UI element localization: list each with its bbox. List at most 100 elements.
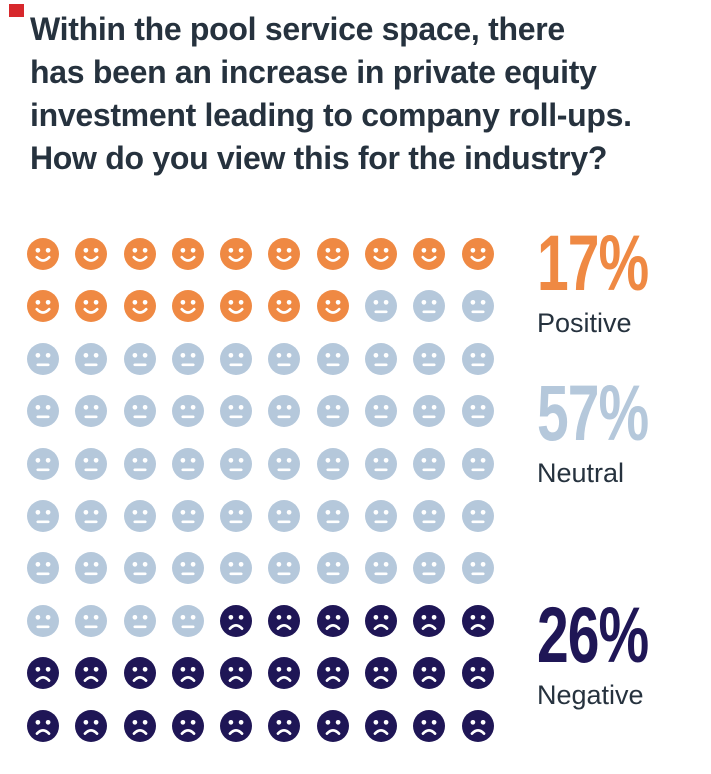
frown-face-icon (413, 657, 446, 690)
question-title-line: How do you view this for the industry? (30, 140, 608, 176)
neutral-face-icon (461, 447, 494, 480)
positive-percent-value: 17% (537, 218, 649, 308)
smile-face-icon (316, 238, 349, 270)
neutral-face-icon (75, 552, 108, 585)
neutral-face-icon (75, 499, 108, 532)
neutral-face-icon (123, 604, 156, 637)
stat-positive: 17% Positive (537, 218, 654, 338)
neutral-face-icon (123, 499, 156, 532)
question-title-line: has been an increase in private equity (30, 54, 597, 90)
smile-face-icon (316, 290, 349, 323)
frown-face-icon (220, 657, 253, 690)
neutral-face-icon (268, 499, 301, 532)
positive-label: Positive (537, 308, 632, 338)
frown-face-icon (413, 709, 446, 742)
smile-face-icon (220, 290, 253, 323)
neutral-face-icon (27, 447, 59, 480)
neutral-face-icon (316, 499, 349, 532)
smile-face-icon (220, 238, 253, 270)
neutral-face-icon (461, 342, 494, 375)
neutral-face-icon (171, 447, 204, 480)
smile-face-icon (75, 290, 108, 323)
neutral-face-icon (171, 395, 204, 428)
neutral-face-icon (220, 447, 253, 480)
neutral-face-icon (123, 552, 156, 585)
neutral-face-icon (365, 499, 398, 532)
neutral-face-icon (220, 552, 253, 585)
frown-face-icon (413, 604, 446, 637)
smile-face-icon (365, 238, 398, 270)
neutral-face-icon (220, 395, 253, 428)
neutral-face-icon (365, 342, 398, 375)
neutral-face-icon (316, 342, 349, 375)
neutral-label: Neutral (537, 458, 625, 488)
smile-face-icon (123, 290, 156, 323)
smile-face-icon (461, 238, 494, 270)
neutral-face-icon (413, 395, 446, 428)
frown-face-icon (268, 709, 301, 742)
frown-face-icon (75, 709, 108, 742)
frown-face-icon (123, 709, 156, 742)
frown-face-icon (171, 709, 204, 742)
neutral-face-icon (123, 447, 156, 480)
frown-face-icon (27, 657, 59, 690)
question-title-line: investment leading to company roll-ups. (30, 97, 632, 133)
neutral-face-icon (365, 395, 398, 428)
neutral-face-icon (268, 552, 301, 585)
smile-face-icon (123, 238, 156, 270)
smile-face-icon (268, 238, 301, 270)
neutral-face-icon (268, 395, 301, 428)
neutral-face-icon (268, 447, 301, 480)
question-title-line: Within the pool service space, there (30, 11, 565, 47)
neutral-face-icon (461, 499, 494, 532)
neutral-face-icon (75, 604, 108, 637)
neutral-face-icon (461, 552, 494, 585)
neutral-face-icon (171, 604, 204, 637)
frown-face-icon (365, 709, 398, 742)
question-title: Within the pool service space, there has… (30, 8, 700, 180)
neutral-face-icon (27, 604, 59, 637)
neutral-face-icon (75, 342, 108, 375)
stat-neutral: 57% Neutral (537, 373, 654, 488)
neutral-face-icon (171, 342, 204, 375)
neutral-face-icon (171, 499, 204, 532)
neutral-face-icon (123, 342, 156, 375)
smile-face-icon (75, 238, 108, 270)
neutral-face-icon (461, 290, 494, 323)
neutral-face-icon (75, 447, 108, 480)
frown-face-icon (316, 604, 349, 637)
neutral-face-icon (413, 552, 446, 585)
frown-face-icon (461, 709, 494, 742)
frown-face-icon (461, 657, 494, 690)
neutral-face-icon (316, 395, 349, 428)
frown-face-icon (123, 657, 156, 690)
stat-negative: 26% Negative (537, 590, 654, 710)
neutral-face-icon (461, 395, 494, 428)
negative-percent-value: 26% (537, 590, 649, 680)
neutral-face-icon (365, 290, 398, 323)
neutral-face-icon (413, 342, 446, 375)
neutral-face-icon (413, 499, 446, 532)
smile-face-icon (27, 290, 59, 323)
neutral-face-icon (27, 552, 59, 585)
frown-face-icon (316, 709, 349, 742)
neutral-face-icon (220, 342, 253, 375)
brand-mark (9, 4, 24, 17)
neutral-face-icon (365, 447, 398, 480)
neutral-face-icon (27, 342, 59, 375)
frown-face-icon (220, 604, 253, 637)
neutral-face-icon (220, 499, 253, 532)
smile-face-icon (27, 238, 59, 270)
neutral-face-icon (171, 552, 204, 585)
neutral-face-icon (413, 290, 446, 323)
neutral-face-icon (268, 342, 301, 375)
smile-face-icon (268, 290, 301, 323)
face-grid (27, 238, 494, 742)
smile-face-icon (413, 238, 446, 270)
smile-face-icon (171, 238, 204, 270)
neutral-face-icon (316, 552, 349, 585)
neutral-face-icon (365, 552, 398, 585)
negative-label: Negative (537, 680, 644, 710)
smile-face-icon (171, 290, 204, 323)
neutral-face-icon (27, 395, 59, 428)
